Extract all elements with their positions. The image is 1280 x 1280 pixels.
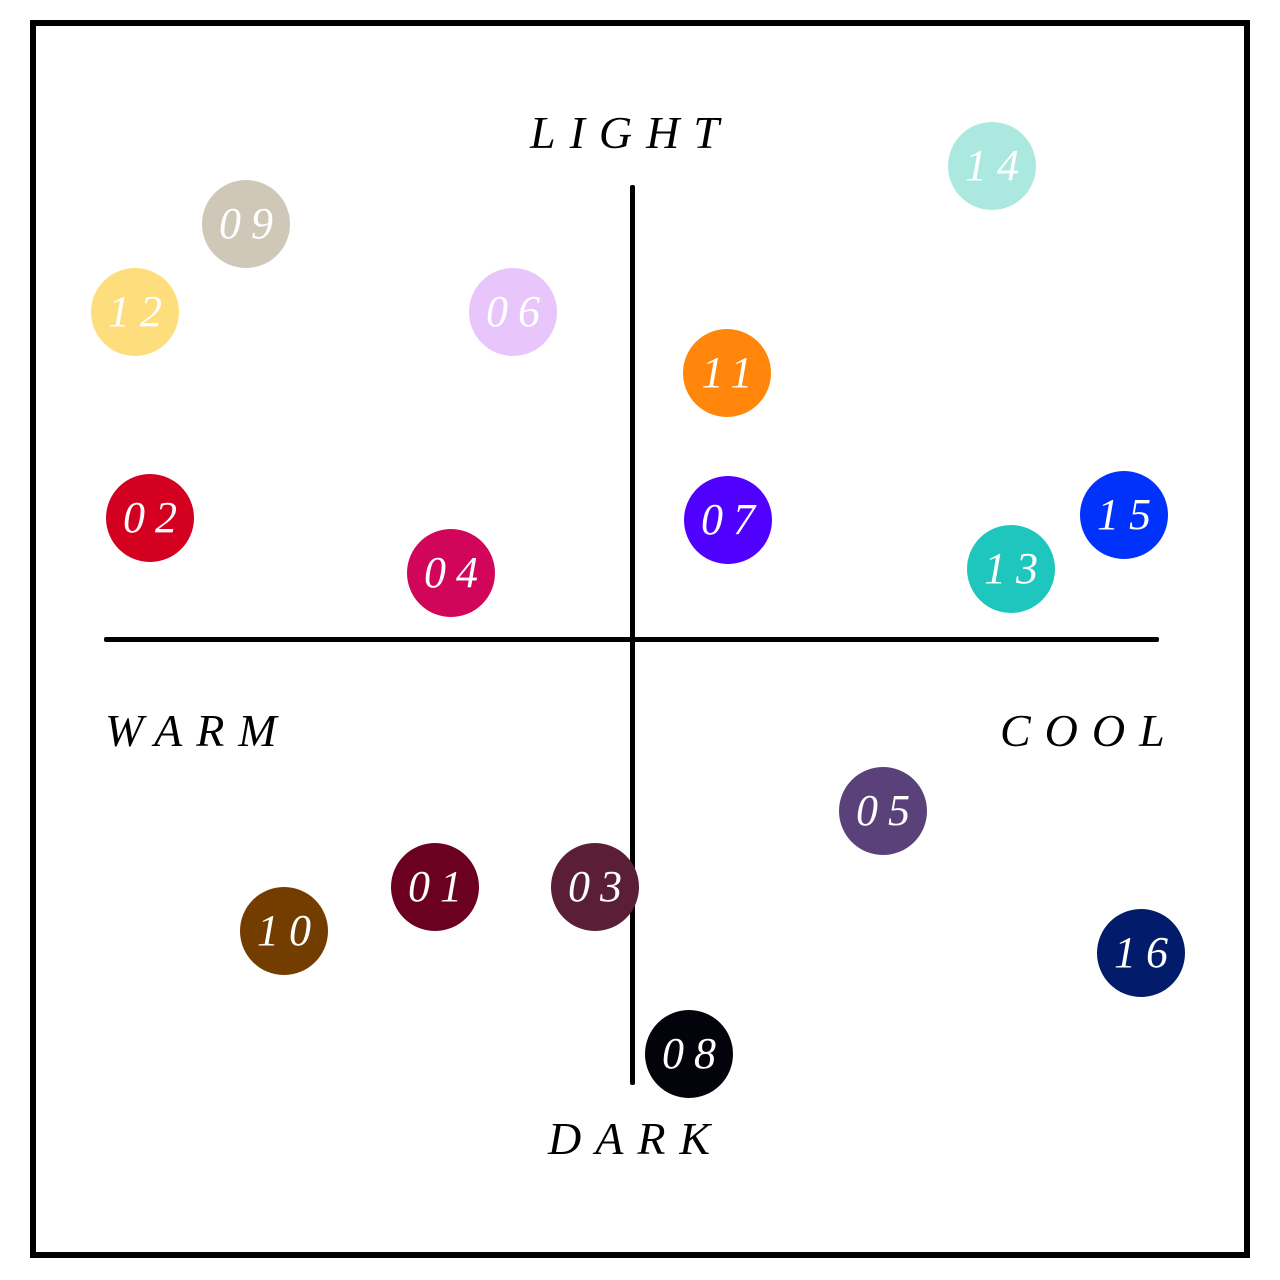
swatch-07-label: 07 xyxy=(701,495,765,544)
swatch-09: 09 xyxy=(202,180,290,268)
swatch-12-label: 12 xyxy=(108,287,172,336)
swatch-13: 13 xyxy=(967,525,1055,613)
swatch-03: 03 xyxy=(551,843,639,931)
horizontal-axis-line xyxy=(104,637,1159,642)
swatch-01-label: 01 xyxy=(408,862,472,911)
axis-label-warm: WARM xyxy=(105,705,291,756)
swatch-11: 11 xyxy=(683,329,771,417)
swatch-07: 07 xyxy=(684,476,772,564)
swatch-06-label: 06 xyxy=(486,287,550,336)
swatch-10-label: 10 xyxy=(257,906,321,955)
swatch-01: 01 xyxy=(391,843,479,931)
swatch-16: 16 xyxy=(1097,909,1185,997)
vertical-axis-line xyxy=(630,185,635,1085)
swatch-16-label: 16 xyxy=(1114,928,1178,977)
swatch-14: 14 xyxy=(948,122,1036,210)
swatch-15: 15 xyxy=(1080,471,1168,559)
swatch-14-label: 14 xyxy=(965,141,1029,190)
swatch-02: 02 xyxy=(106,474,194,562)
axis-label-dark: DARK xyxy=(548,1113,725,1164)
swatch-06: 06 xyxy=(469,268,557,356)
swatch-08: 08 xyxy=(645,1010,733,1098)
swatch-08-label: 08 xyxy=(662,1029,726,1078)
swatch-04: 04 xyxy=(407,529,495,617)
swatch-02-label: 02 xyxy=(123,493,187,542)
swatch-13-label: 13 xyxy=(984,544,1048,593)
swatch-15-label: 15 xyxy=(1097,490,1161,539)
swatch-09-label: 09 xyxy=(219,199,283,248)
swatch-12: 12 xyxy=(91,268,179,356)
swatch-10: 10 xyxy=(240,887,328,975)
swatch-03-label: 03 xyxy=(568,862,632,911)
swatch-05-label: 05 xyxy=(856,786,920,835)
swatch-11-label: 11 xyxy=(701,348,763,397)
axis-label-cool: COOL xyxy=(1000,705,1179,756)
axis-label-light: LIGHT xyxy=(530,107,733,158)
swatch-05: 05 xyxy=(839,767,927,855)
swatch-04-label: 04 xyxy=(424,548,488,597)
